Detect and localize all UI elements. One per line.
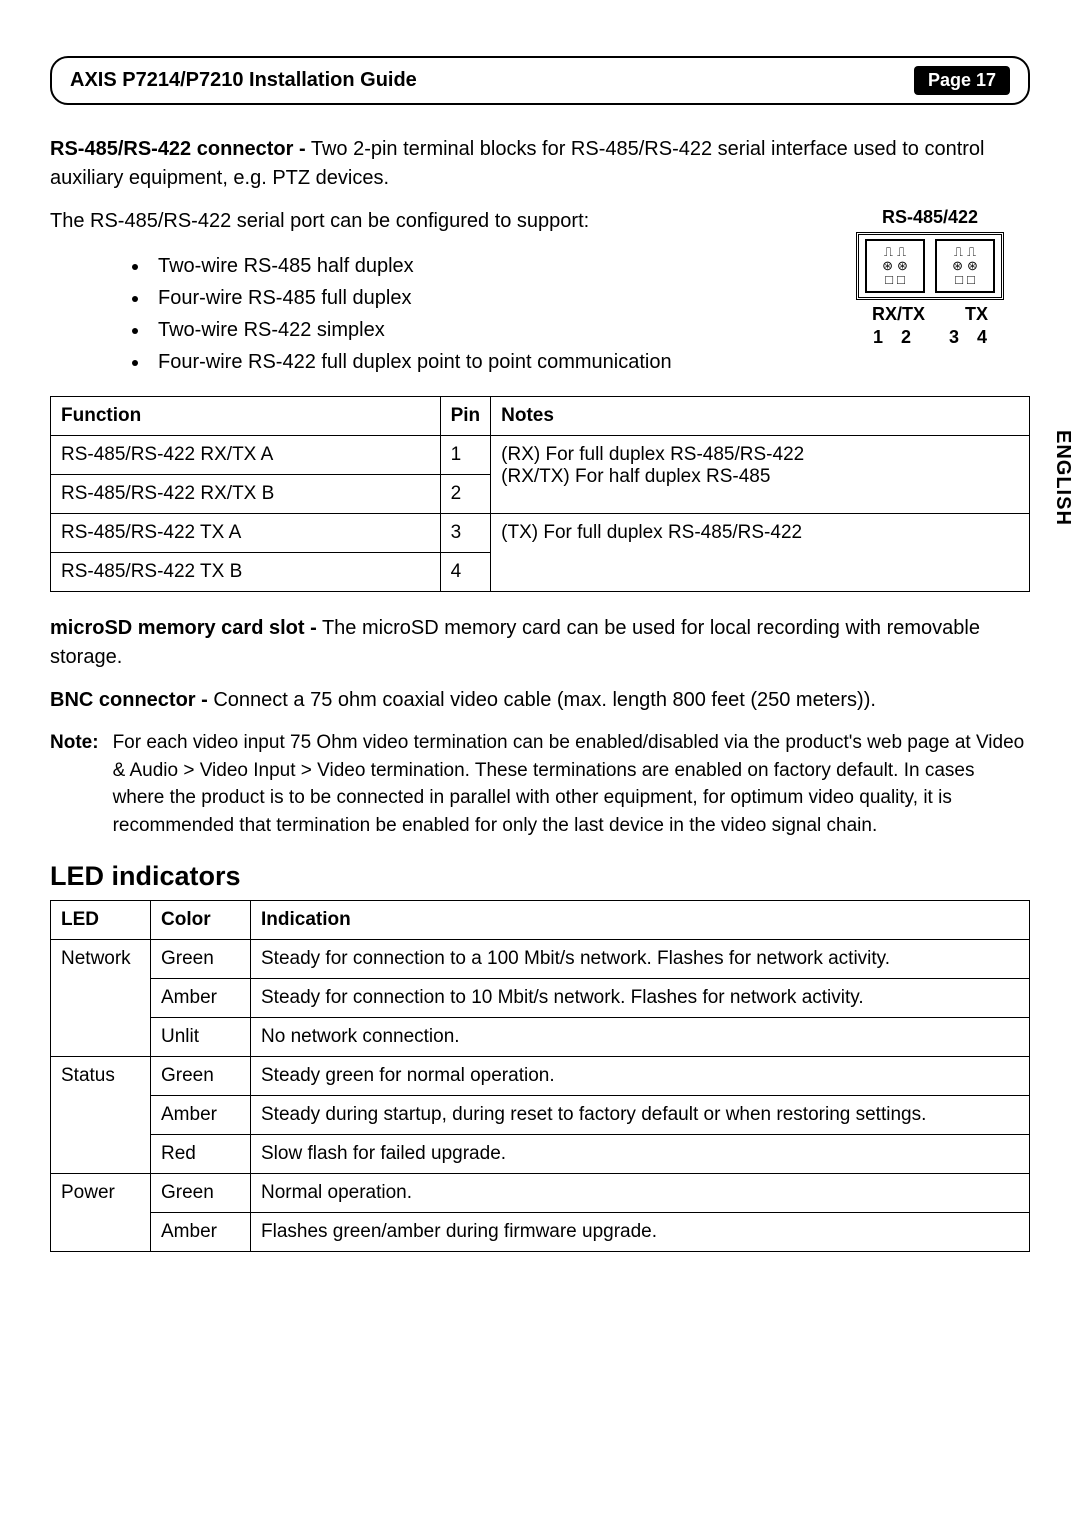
note-label: Note:	[50, 729, 99, 839]
pin-table-cell-function: RS-485/RS-422 RX/TX A	[51, 436, 441, 475]
pin-table-header-function: Function	[51, 397, 441, 436]
led-table-cell-indication: Steady for connection to a 100 Mbit/s ne…	[251, 940, 1030, 979]
bnc-bold: BNC connector -	[50, 689, 208, 711]
microsd-paragraph: microSD memory card slot - The microSD m…	[50, 614, 1030, 672]
led-section-title: LED indicators	[50, 861, 1030, 892]
led-table-cell-color: Unlit	[151, 1018, 251, 1057]
led-table-row: RedSlow flash for failed upgrade.	[51, 1135, 1030, 1174]
led-table-row: AmberSteady during startup, during reset…	[51, 1096, 1030, 1135]
doc-title: AXIS P7214/P7210 Installation Guide	[70, 69, 417, 92]
led-table-cell-indication: Steady for connection to 10 Mbit/s netwo…	[251, 979, 1030, 1018]
led-table-row: NetworkGreenSteady for connection to a 1…	[51, 940, 1030, 979]
led-table-cell-color: Green	[151, 1057, 251, 1096]
rs-diagram-title: RS-485/422	[830, 207, 1030, 228]
pin-table-cell-notes: (TX) For full duplex RS-485/RS-422	[491, 514, 1030, 592]
pin-table-header-notes: Notes	[491, 397, 1030, 436]
pin-table-cell-pin: 3	[440, 514, 491, 553]
led-table-cell-color: Amber	[151, 1096, 251, 1135]
led-table-row: PowerGreenNormal operation.	[51, 1174, 1030, 1213]
rs-diagram-box: ⎍⎍ ⊛⊛ □□ ⎍⎍ ⊛⊛ □□	[856, 232, 1004, 300]
pin-table-header-pin: Pin	[440, 397, 491, 436]
pin-table-cell-pin: 2	[440, 475, 491, 514]
rs-bullet-list: Two-wire RS-485 half duplex Four-wire RS…	[50, 250, 810, 378]
led-table-cell-indication: Steady during startup, during reset to f…	[251, 1096, 1030, 1135]
language-side-label: ENGLISH	[1051, 430, 1074, 526]
led-table-cell-indication: Flashes green/amber during firmware upgr…	[251, 1213, 1030, 1252]
led-table-cell-indication: Slow flash for failed upgrade.	[251, 1135, 1030, 1174]
rs-diagram-block-left: ⎍⎍ ⊛⊛ □□	[865, 239, 925, 293]
led-table-cell-color: Amber	[151, 979, 251, 1018]
pin-table: Function Pin Notes RS-485/RS-422 RX/TX A…	[50, 396, 1030, 592]
pin-table-cell-notes: (RX) For full duplex RS-485/RS-422(RX/TX…	[491, 436, 1030, 514]
led-table-header-indication: Indication	[251, 901, 1030, 940]
led-table-cell-color: Amber	[151, 1213, 251, 1252]
pin-table-row: RS-485/RS-422 TX A3(TX) For full duplex …	[51, 514, 1030, 553]
rs-diagram-pin-nums: 12 34	[830, 327, 1030, 348]
rs-bullet-item: Four-wire RS-485 full duplex	[150, 282, 810, 314]
rs-diagram-label-left: RX/TX	[872, 304, 925, 325]
led-table-cell-indication: Normal operation.	[251, 1174, 1030, 1213]
led-table-row: AmberFlashes green/amber during firmware…	[51, 1213, 1030, 1252]
led-table-row: UnlitNo network connection.	[51, 1018, 1030, 1057]
rs-connector-bold: RS-485/RS-422 connector -	[50, 138, 306, 160]
rs-bullet-item: Two-wire RS-422 simplex	[150, 314, 810, 346]
led-table-row: StatusGreenSteady green for normal opera…	[51, 1057, 1030, 1096]
rs-connector-paragraph: RS-485/RS-422 connector - Two 2-pin term…	[50, 135, 1030, 193]
led-table-header-led: LED	[51, 901, 151, 940]
pin-table-cell-function: RS-485/RS-422 RX/TX B	[51, 475, 441, 514]
microsd-bold: microSD memory card slot -	[50, 617, 317, 639]
rs-bullet-item: Two-wire RS-485 half duplex	[150, 250, 810, 282]
led-table-cell-indication: Steady green for normal operation.	[251, 1057, 1030, 1096]
rs-support-line: The RS-485/RS-422 serial port can be con…	[50, 207, 810, 236]
bnc-text: Connect a 75 ohm coaxial video cable (ma…	[208, 689, 876, 711]
pin-table-cell-pin: 4	[440, 553, 491, 592]
led-table-row: AmberSteady for connection to 10 Mbit/s …	[51, 979, 1030, 1018]
rs-diagram: RS-485/422 ⎍⎍ ⊛⊛ □□ ⎍⎍ ⊛⊛ □□ RX/TX TX 12…	[830, 207, 1030, 378]
page-header: AXIS P7214/P7210 Installation Guide Page…	[50, 56, 1030, 105]
rs-diagram-block-right: ⎍⎍ ⊛⊛ □□	[935, 239, 995, 293]
page-number-badge: Page 17	[914, 66, 1010, 95]
note-text: For each video input 75 Ohm video termin…	[113, 729, 1030, 839]
pin-table-cell-function: RS-485/RS-422 TX A	[51, 514, 441, 553]
pin-table-cell-pin: 1	[440, 436, 491, 475]
led-table-cell-indication: No network connection.	[251, 1018, 1030, 1057]
bnc-paragraph: BNC connector - Connect a 75 ohm coaxial…	[50, 686, 1030, 715]
led-table-cell-color: Green	[151, 1174, 251, 1213]
led-table-cell-color: Red	[151, 1135, 251, 1174]
rs-support-column: The RS-485/RS-422 serial port can be con…	[50, 207, 810, 378]
pin-table-cell-function: RS-485/RS-422 TX B	[51, 553, 441, 592]
led-table: LED Color Indication NetworkGreenSteady …	[50, 900, 1030, 1252]
led-table-cell-color: Green	[151, 940, 251, 979]
led-table-cell-led: Network	[51, 940, 151, 1057]
note-block: Note: For each video input 75 Ohm video …	[50, 729, 1030, 839]
pin-table-row: RS-485/RS-422 RX/TX A1(RX) For full dupl…	[51, 436, 1030, 475]
led-table-cell-led: Power	[51, 1174, 151, 1252]
led-table-header-color: Color	[151, 901, 251, 940]
rs-diagram-labels: RX/TX TX	[830, 304, 1030, 325]
led-table-cell-led: Status	[51, 1057, 151, 1174]
rs-diagram-label-right: TX	[965, 304, 988, 325]
rs-bullet-item: Four-wire RS-422 full duplex point to po…	[150, 346, 810, 378]
